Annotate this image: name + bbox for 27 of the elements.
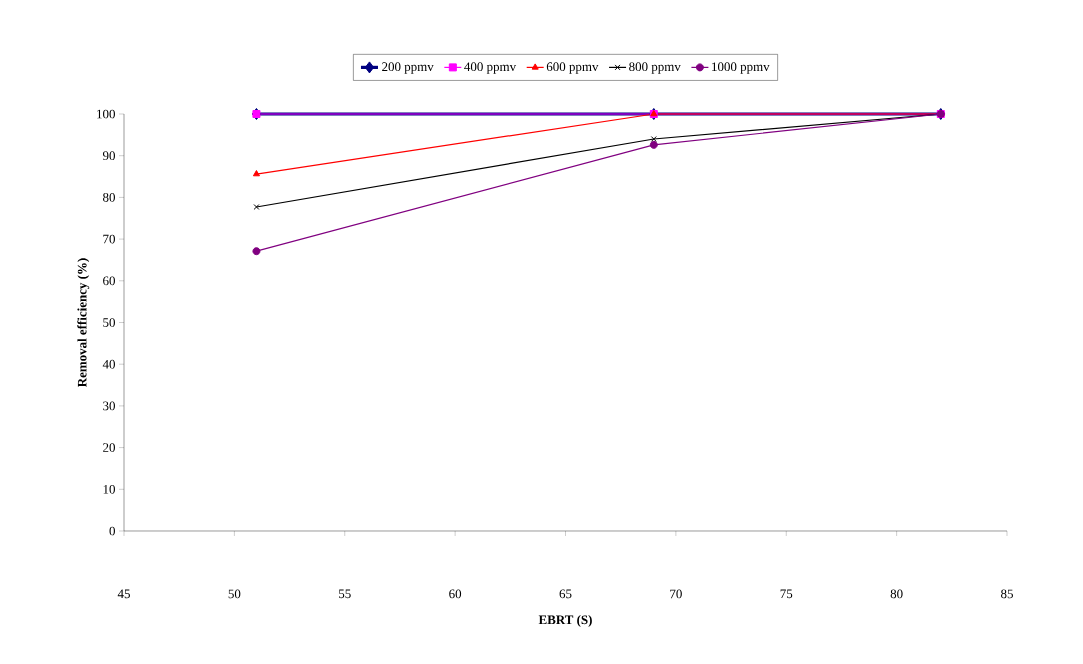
x-tick-label: 70 [670, 589, 682, 599]
x-tick-label: 45 [117, 589, 130, 599]
y-tick-label: 70 [103, 234, 115, 244]
x-tick-label: 60 [449, 589, 462, 599]
y-tick-label: 0 [109, 526, 115, 536]
legend-label: 400 ppmv [464, 62, 517, 74]
x-tick-label: 75 [780, 589, 793, 599]
y-tick-label: 60 [103, 276, 115, 286]
legend-label: 800 ppmv [629, 62, 681, 74]
y-tick-label: 100 [97, 109, 115, 119]
x-tick-label: 80 [890, 589, 903, 599]
y-axis-title: Removal efficiency (%) [77, 258, 90, 388]
x-tick-label: 85 [1001, 589, 1013, 599]
legend-label: 200 ppmv [382, 62, 434, 74]
legend-label: 1000 ppmv [712, 62, 770, 74]
y-tick-label: 10 [103, 484, 115, 494]
y-tick-label: 80 [103, 193, 115, 202]
y-tick-label: 50 [103, 318, 115, 327]
y-tick-label: 30 [103, 401, 115, 411]
y-tick-label: 20 [103, 443, 115, 452]
y-tick-label: 40 [102, 359, 115, 369]
y-tick-label: 90 [102, 151, 115, 161]
legend-label: 600 ppmv [546, 62, 599, 74]
x-tick-label: 50 [228, 589, 241, 599]
x-axis-title: EBRT (S) [538, 615, 592, 627]
x-tick-label: 65 [559, 589, 572, 599]
x-tick-label: 55 [339, 589, 351, 599]
